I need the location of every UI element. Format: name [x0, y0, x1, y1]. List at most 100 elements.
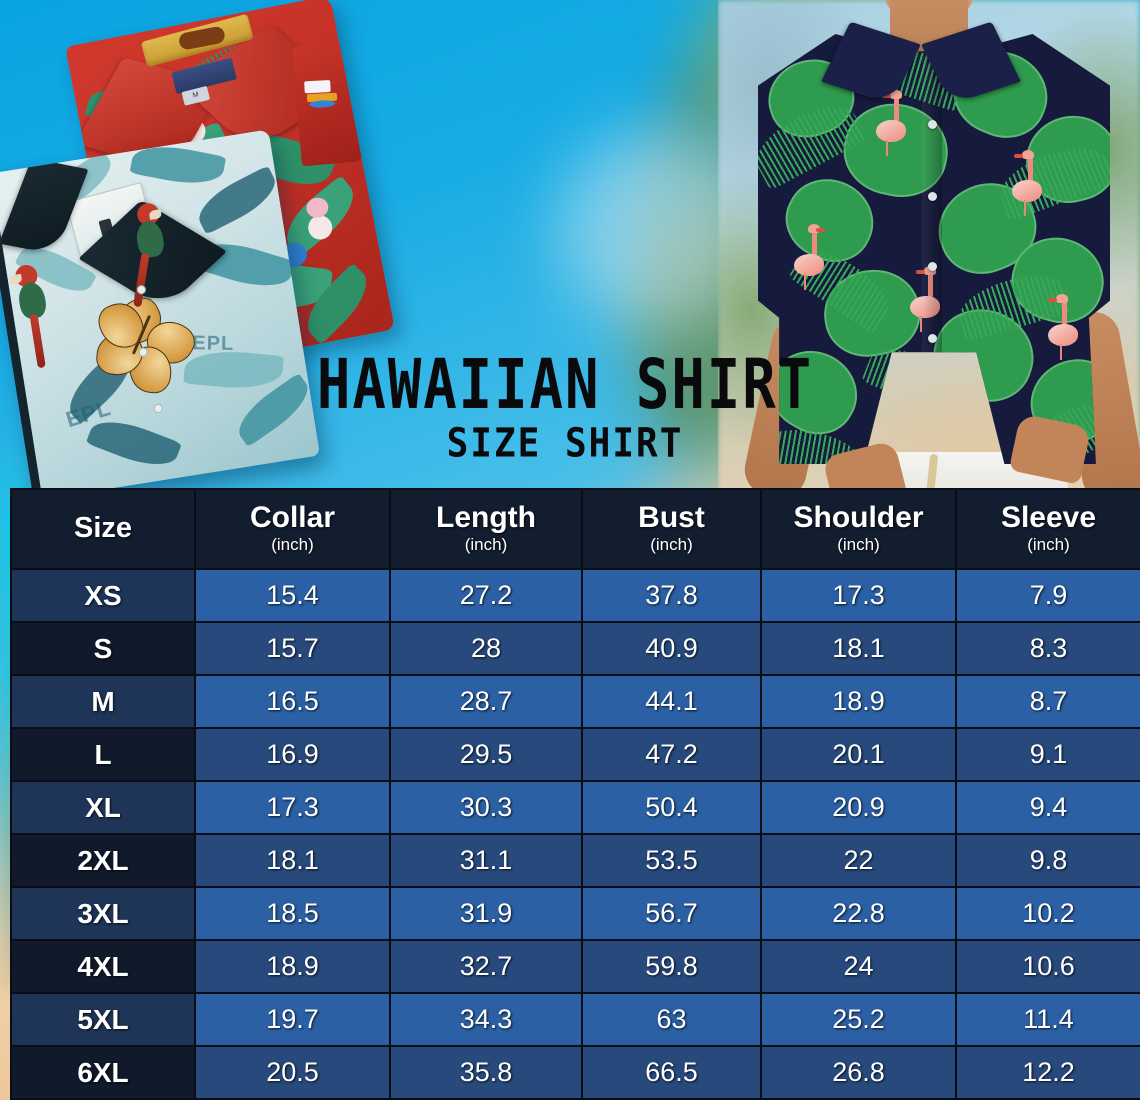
cell-length: 27.2	[391, 570, 581, 621]
cell-shoulder: 22.8	[762, 888, 955, 939]
cell-collar: 19.7	[196, 994, 389, 1045]
column-header-shoulder: Shoulder (inch)	[762, 490, 955, 568]
cell-bust: 59.8	[583, 941, 760, 992]
cell-length: 30.3	[391, 782, 581, 833]
header-row: Size Collar (inch) Length (inch) Bust (i…	[12, 490, 1140, 568]
column-header-collar-unit: (inch)	[271, 534, 314, 554]
cell-shoulder: 22	[762, 835, 955, 886]
cell-collar: 15.7	[196, 623, 389, 674]
cell-shoulder: 18.1	[762, 623, 955, 674]
column-header-length-label: Length	[436, 501, 536, 535]
row-size-label: 3XL	[12, 888, 194, 939]
column-header-bust: Bust (inch)	[583, 490, 760, 568]
table-row: 3XL 18.5 31.9 56.7 22.8 10.2	[12, 888, 1140, 939]
model-shirt-button-3	[928, 262, 937, 271]
cell-sleeve: 10.6	[957, 941, 1140, 992]
cell-sleeve: 7.9	[957, 570, 1140, 621]
row-size-label: S	[12, 623, 194, 674]
row-size-label: M	[12, 676, 194, 727]
cell-shoulder: 26.8	[762, 1047, 955, 1098]
cell-length: 29.5	[391, 729, 581, 780]
cell-bust: 44.1	[583, 676, 760, 727]
cell-collar: 20.5	[196, 1047, 389, 1098]
cell-length: 31.1	[391, 835, 581, 886]
chart-title-block: HAWAIIAN SHIRT SIZE SHIRT	[300, 344, 830, 464]
row-size-label: 2XL	[12, 835, 194, 886]
cell-bust: 47.2	[583, 729, 760, 780]
cell-sleeve: 9.1	[957, 729, 1140, 780]
cell-shoulder: 20.9	[762, 782, 955, 833]
column-header-bust-label: Bust	[638, 501, 705, 535]
cell-length: 28.7	[391, 676, 581, 727]
cell-bust: 37.8	[583, 570, 760, 621]
cell-sleeve: 8.3	[957, 623, 1140, 674]
cell-shoulder: 25.2	[762, 994, 955, 1045]
size-chart-table: Size Collar (inch) Length (inch) Bust (i…	[10, 488, 1140, 1100]
column-header-sleeve: Sleeve (inch)	[957, 490, 1140, 568]
table-row: S 15.7 28 40.9 18.1 8.3	[12, 623, 1140, 674]
shirt-red-logo	[304, 79, 343, 109]
cell-bust: 40.9	[583, 623, 760, 674]
folded-shirt-teal: EPL EPL	[0, 129, 321, 501]
cell-bust: 56.7	[583, 888, 760, 939]
column-header-bust-unit: (inch)	[650, 534, 693, 554]
table-row: M 16.5 28.7 44.1 18.9 8.7	[12, 676, 1140, 727]
row-size-label: 5XL	[12, 994, 194, 1045]
cell-collar: 16.9	[196, 729, 389, 780]
cell-shoulder: 17.3	[762, 570, 955, 621]
column-header-shoulder-unit: (inch)	[837, 534, 880, 554]
column-header-sleeve-label: Sleeve	[1000, 501, 1097, 535]
model-shirt-button-2	[928, 192, 937, 201]
cell-shoulder: 24	[762, 941, 955, 992]
column-header-length-unit: (inch)	[464, 534, 508, 554]
row-size-label: 6XL	[12, 1047, 194, 1098]
cell-length: 34.3	[391, 994, 581, 1045]
column-header-size-label: Size	[73, 512, 133, 545]
table-row: 6XL 20.5 35.8 66.5 26.8 12.2	[12, 1047, 1140, 1098]
shirt-teal-hibiscus	[91, 291, 202, 402]
cell-shoulder: 18.9	[762, 676, 955, 727]
table-row: XS 15.4 27.2 37.8 17.3 7.9	[12, 570, 1140, 621]
shirt-teal-button-3	[153, 403, 164, 414]
row-size-label: XL	[12, 782, 194, 833]
cell-collar: 15.4	[196, 570, 389, 621]
page-title: HAWAIIAN SHIRT	[316, 344, 814, 425]
row-size-label: L	[12, 729, 194, 780]
size-chart-body: XS 15.4 27.2 37.8 17.3 7.9 S 15.7 28 40.9 18.1 8.3 M…	[12, 570, 1140, 1098]
cell-length: 28	[391, 623, 581, 674]
column-header-size: Size	[12, 490, 194, 568]
cell-bust: 63	[583, 994, 760, 1045]
page-subtitle: SIZE SHIRT	[446, 420, 684, 467]
row-size-label: XS	[12, 570, 194, 621]
model-shirt-button-1	[928, 120, 937, 129]
column-header-shoulder-label: Shoulder	[793, 501, 924, 535]
cell-sleeve: 10.2	[957, 888, 1140, 939]
cell-collar: 16.5	[196, 676, 389, 727]
cell-collar: 18.9	[196, 941, 389, 992]
cell-sleeve: 12.2	[957, 1047, 1140, 1098]
cell-length: 31.9	[391, 888, 581, 939]
cell-sleeve: 8.7	[957, 676, 1140, 727]
cell-collar: 18.1	[196, 835, 389, 886]
table-row: L 16.9 29.5 47.2 20.1 9.1	[12, 729, 1140, 780]
row-size-label: 4XL	[12, 941, 194, 992]
cell-bust: 66.5	[583, 1047, 760, 1098]
table-row: XL 17.3 30.3 50.4 20.9 9.4	[12, 782, 1140, 833]
cell-collar: 18.5	[196, 888, 389, 939]
cell-length: 35.8	[391, 1047, 581, 1098]
cell-length: 32.7	[391, 941, 581, 992]
table-row: 4XL 18.9 32.7 59.8 24 10.6	[12, 941, 1140, 992]
table-row: 2XL 18.1 31.1 53.5 22 9.8	[12, 835, 1140, 886]
cell-collar: 17.3	[196, 782, 389, 833]
cell-sleeve: 9.4	[957, 782, 1140, 833]
column-header-length: Length (inch)	[391, 490, 581, 568]
cell-sleeve: 9.8	[957, 835, 1140, 886]
cell-bust: 53.5	[583, 835, 760, 886]
column-header-collar: Collar (inch)	[196, 490, 389, 568]
column-header-collar-label: Collar	[249, 501, 336, 535]
cell-sleeve: 11.4	[957, 994, 1140, 1045]
shirt-teal-print-text-2: EPL	[192, 332, 235, 355]
column-header-sleeve-unit: (inch)	[1027, 534, 1070, 554]
size-chart-table-wrapper: Size Collar (inch) Length (inch) Bust (i…	[10, 488, 1140, 1100]
cell-shoulder: 20.1	[762, 729, 955, 780]
